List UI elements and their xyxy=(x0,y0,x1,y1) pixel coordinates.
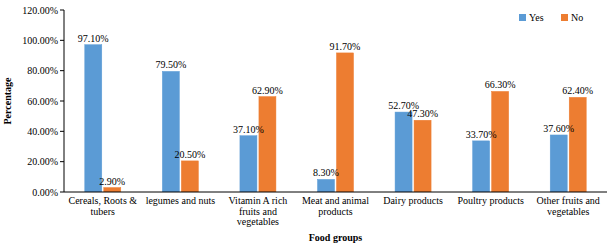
tick-mark xyxy=(60,101,64,102)
tick-label: 40.00% xyxy=(27,126,58,137)
data-label: 33.70% xyxy=(466,129,497,140)
bar xyxy=(104,188,121,192)
bar xyxy=(318,179,335,192)
data-label: 79.50% xyxy=(155,59,186,70)
data-label: 47.30% xyxy=(407,108,438,119)
bar xyxy=(569,97,586,192)
category-label: Meat and animalproducts xyxy=(302,195,369,217)
data-label: 37.10% xyxy=(233,124,264,135)
category-label: Dairy products xyxy=(383,195,443,206)
tick-label: 100.00% xyxy=(22,35,58,46)
tick-mark xyxy=(60,40,64,41)
legend-label: Yes xyxy=(529,12,544,23)
tick-mark xyxy=(60,131,64,132)
x-axis xyxy=(64,192,607,193)
bar xyxy=(414,120,431,192)
tick-label: 60.00% xyxy=(27,96,58,107)
chart: 0.00% 20.00% 40.00% 60.00% 80.00% 100.00% 120.… xyxy=(0,0,612,245)
data-label: 66.30% xyxy=(485,79,516,90)
data-label: 2.90% xyxy=(99,176,125,187)
data-label: 8.30% xyxy=(313,167,339,178)
legend: Yes No xyxy=(519,12,583,23)
bar xyxy=(259,97,276,192)
y-axis xyxy=(64,10,65,192)
data-label: 37.60% xyxy=(543,123,574,134)
category-label: Vitamin A richfruits andvegetables xyxy=(229,195,288,227)
bar xyxy=(240,136,257,192)
tick-label: 120.00% xyxy=(22,5,58,16)
bar xyxy=(85,45,102,192)
category-label: Other fruits andvegetables xyxy=(537,195,600,217)
bar xyxy=(492,91,509,192)
tick-mark xyxy=(60,192,64,193)
category-label: legumes and nuts xyxy=(146,195,216,206)
bar xyxy=(337,53,354,192)
x-axis-label: Food groups xyxy=(309,232,363,243)
bar xyxy=(162,71,179,192)
data-label: 91.70% xyxy=(330,41,361,52)
data-labels: 97.10%79.50%37.10%8.30%52.70%33.70%37.60… xyxy=(78,33,593,187)
bar xyxy=(473,141,490,192)
y-axis-label: Percentage xyxy=(2,77,13,125)
tick-label: 20.00% xyxy=(27,156,58,167)
bar xyxy=(550,135,567,192)
tick-mark xyxy=(60,161,64,162)
tick-mark xyxy=(60,10,64,11)
data-label: 62.40% xyxy=(562,85,593,96)
bar xyxy=(395,112,412,192)
tick-mark xyxy=(60,70,64,71)
legend-swatch xyxy=(519,14,526,21)
tick-label: 80.00% xyxy=(27,65,58,76)
bar xyxy=(181,161,198,192)
legend-label: No xyxy=(571,12,583,23)
bars xyxy=(85,45,586,192)
category-label: Poultry products xyxy=(457,195,523,206)
data-label: 97.10% xyxy=(78,33,109,44)
data-label: 62.90% xyxy=(252,85,283,96)
category-label: Cereals, Roots &tubers xyxy=(68,195,137,217)
data-label: 20.50% xyxy=(174,149,205,160)
tick-label: 0.00% xyxy=(32,187,58,198)
legend-swatch xyxy=(561,14,568,21)
